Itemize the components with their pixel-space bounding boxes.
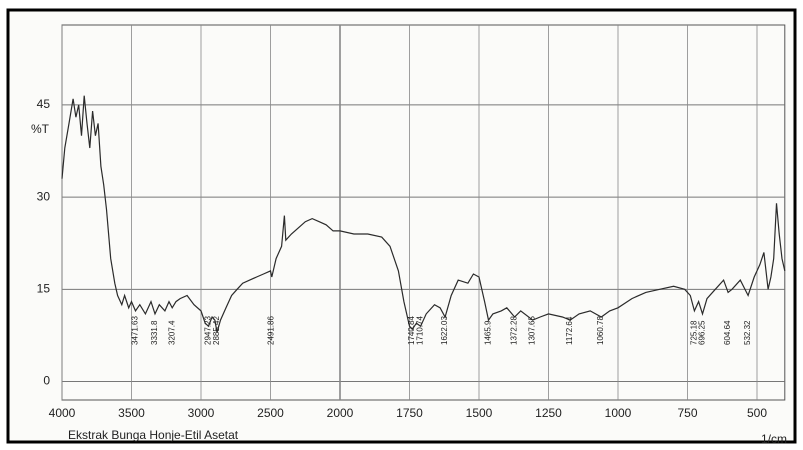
y-tick-label: 45 <box>37 97 51 111</box>
y-tick-label: 15 <box>37 282 51 296</box>
peak-label: 2885.42 <box>212 316 221 345</box>
y-tick-label: 0 <box>43 374 50 388</box>
peak-label: 532.32 <box>743 320 752 345</box>
peak-label: 696.25 <box>698 320 707 345</box>
peak-label: 3471.63 <box>131 316 140 345</box>
x-tick-label: 1750 <box>396 406 423 420</box>
peak-label: 725.18 <box>690 320 699 345</box>
caption: Ekstrak Bunga Honje-Etil Asetat <box>68 428 239 442</box>
peak-label: 1740.84 <box>407 316 416 345</box>
x-tick-label: 2000 <box>327 406 354 420</box>
x-tick-label: 750 <box>677 406 697 420</box>
peak-label: 3331.8 <box>150 320 159 345</box>
frame <box>6 8 797 444</box>
peak-label: 1172.64 <box>565 316 574 345</box>
x-tick-label: 1250 <box>535 406 562 420</box>
x-tick-label: 500 <box>747 406 767 420</box>
spectrum-line <box>61 95 786 333</box>
x-tick-label: 1500 <box>466 406 493 420</box>
peak-label: 2947.23 <box>203 316 212 345</box>
peak-label: 604.64 <box>723 320 732 345</box>
x-tick-label: 1000 <box>605 406 632 420</box>
peak-label: 3207.4 <box>167 320 176 345</box>
peak-label: 1307.65 <box>528 316 537 345</box>
x-tick-label: 4000 <box>49 406 76 420</box>
peak-label: 2491.86 <box>267 316 276 345</box>
y-tick-label: 30 <box>37 189 51 203</box>
y-axis-label: %T <box>31 122 50 136</box>
x-tick-label: 3500 <box>118 406 145 420</box>
peak-label: 1060.78 <box>596 316 605 345</box>
x-tick-label: 3000 <box>188 406 215 420</box>
peak-label: 1710.74 <box>416 316 425 345</box>
peak-label: 1372.28 <box>510 316 519 345</box>
peak-label: 1622.03 <box>440 316 449 345</box>
x-axis-label: 1/cm <box>761 432 787 446</box>
x-tick-label: 2500 <box>257 406 284 420</box>
peak-label: 1465.9 <box>484 320 493 345</box>
